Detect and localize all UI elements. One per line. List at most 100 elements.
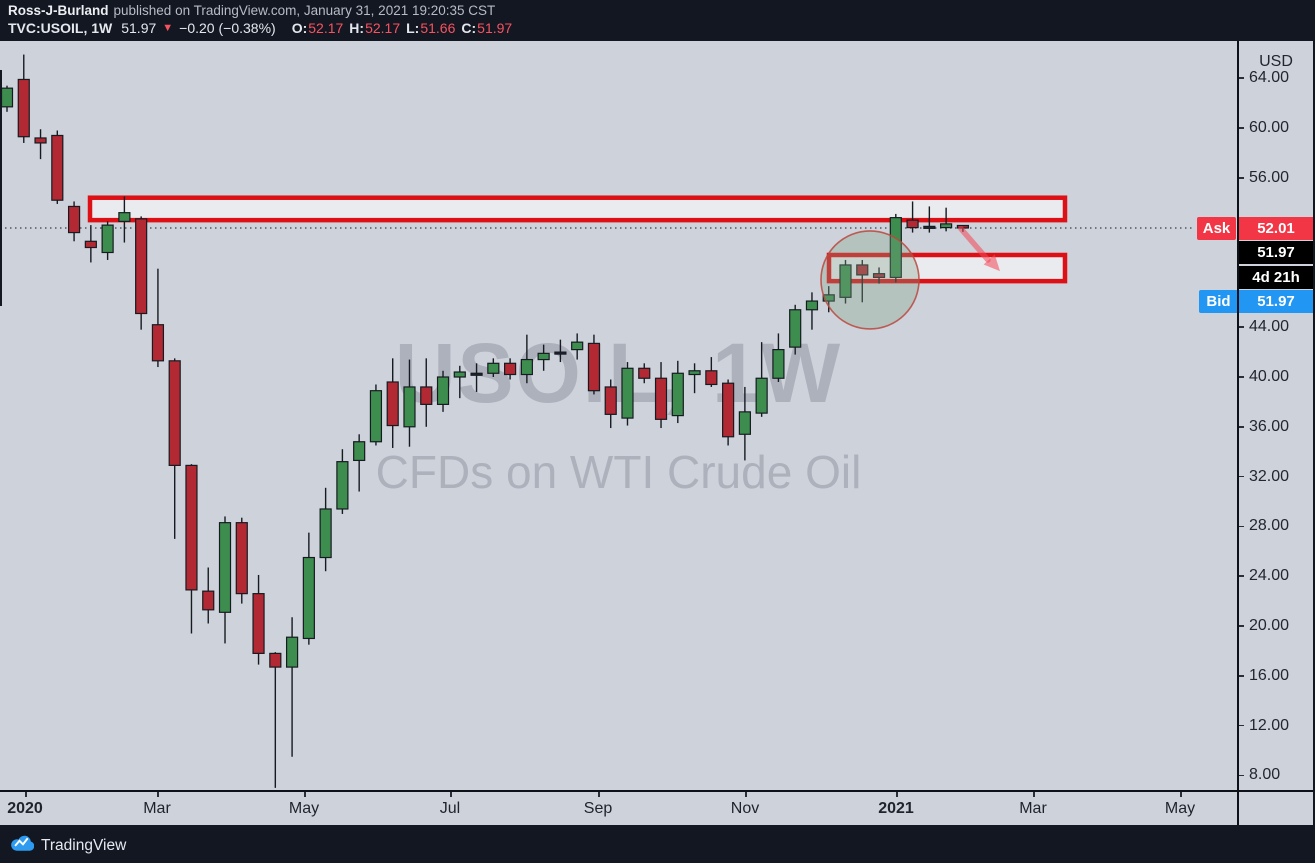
- candle-body: [889, 217, 902, 278]
- symbol-info-bar: TVC:USOIL, 1W 51.97 ▼ −0.20 (−0.38%) O: 5…: [8, 20, 512, 36]
- candle-body: [17, 78, 30, 138]
- projection-arrow-line: [958, 226, 991, 263]
- tradingview-logo-icon[interactable]: [10, 833, 35, 858]
- price-tick-value: 40.00: [1249, 368, 1290, 385]
- price-tick-value: 16.00: [1249, 666, 1290, 684]
- time-tick: [25, 792, 27, 797]
- close-value: 51.97: [477, 20, 513, 36]
- candle-body: [688, 370, 701, 376]
- candle-body: [235, 522, 248, 595]
- candle-body: [185, 464, 198, 591]
- time-tick: [598, 792, 600, 797]
- price-tick-label: 60.00: [1239, 119, 1289, 137]
- high-label: H:: [349, 20, 365, 36]
- candle-body: [671, 372, 684, 417]
- candle-body: [34, 137, 47, 144]
- time-tick: [157, 792, 159, 797]
- candle-body: [403, 386, 416, 428]
- candle-body: [168, 360, 181, 466]
- candle-body: [520, 358, 533, 376]
- time-axis-label: Sep: [583, 800, 613, 817]
- candle-body: [470, 372, 483, 376]
- candle-body: [604, 386, 617, 415]
- tradingview-brand[interactable]: TradingView: [41, 836, 127, 854]
- price-tick-value: 20.00: [1249, 617, 1290, 634]
- time-tick: [450, 792, 452, 797]
- time-tick: [896, 792, 898, 797]
- time-tick: [1033, 792, 1035, 797]
- price-tick-label: 28.00: [1239, 517, 1289, 535]
- bid-price-badge: 51.97: [1239, 289, 1313, 313]
- price-tick-dash: [1239, 774, 1244, 777]
- candle-body: [218, 522, 232, 613]
- candle-body: [638, 367, 651, 379]
- time-axis[interactable]: 2020 Mar May Jul Sep Nov 2021 Mar May: [0, 790, 1237, 827]
- clipped-candle-edge: [0, 70, 2, 306]
- price-tick-dash: [1239, 77, 1244, 79]
- price-tick-label: 12.00: [1239, 717, 1289, 735]
- candle-body: [436, 376, 450, 405]
- candle-body: [722, 382, 735, 438]
- candle-body: [805, 300, 819, 311]
- price-tick-dash: [1239, 376, 1244, 378]
- chart-pane[interactable]: USOIL, 1W CFDs on WTI Crude Oil Ask Bid: [0, 41, 1237, 790]
- price-tick-label: 36.00: [1239, 418, 1289, 436]
- candle-body: [269, 652, 282, 668]
- price-tick-label: 24.00: [1239, 567, 1289, 585]
- candle-body: [822, 294, 835, 302]
- last-price: 51.97: [121, 20, 157, 36]
- time-tick: [304, 792, 306, 797]
- highlight-circle: [820, 230, 920, 330]
- candle-body: [654, 377, 668, 420]
- time-axis-label: May: [288, 800, 320, 817]
- price-tick-dash: [1239, 127, 1244, 129]
- low-value: 51.66: [420, 20, 456, 36]
- price-tick-dash: [1239, 475, 1244, 478]
- projection-arrow-head: [983, 254, 1000, 272]
- currency-label: USD: [1259, 53, 1293, 70]
- candle-body: [487, 362, 500, 374]
- candle-body: [336, 461, 349, 510]
- candle-body: [302, 556, 315, 640]
- close-label: C:: [461, 20, 477, 36]
- candle-body: [705, 370, 718, 386]
- price-tick-value: 60.00: [1249, 119, 1290, 136]
- candle-body: [789, 309, 802, 348]
- symbol-name: TVC:USOIL, 1W: [8, 20, 113, 36]
- price-tick-dash: [1239, 525, 1244, 528]
- time-axis-label: Mar: [1019, 800, 1047, 817]
- author-name: Ross-J-Burland: [8, 3, 109, 18]
- candle-body: [738, 411, 751, 435]
- high-value: 52.17: [365, 20, 401, 36]
- price-tick-dash: [1239, 177, 1244, 179]
- candlestick-plot[interactable]: [0, 41, 1237, 790]
- price-tick-value: 36.00: [1249, 417, 1290, 435]
- header: Ross-J-Burland published on TradingView.c…: [0, 0, 1315, 41]
- ask-price-badge: 52.01: [1239, 217, 1313, 240]
- candle-body: [386, 381, 399, 427]
- candle-body: [906, 219, 919, 229]
- candle-body: [0, 87, 14, 108]
- price-tick-label: 40.00: [1239, 368, 1289, 386]
- candle-body: [84, 240, 97, 249]
- price-axis[interactable]: USD 64.0060.0056.0052.0048.0044.0040.003…: [1237, 41, 1313, 790]
- candle-body: [453, 371, 466, 378]
- footer: TradingView: [0, 825, 1315, 863]
- publish-info: Ross-J-Burland published on TradingView.c…: [8, 3, 495, 18]
- price-tick-label: 44.00: [1239, 318, 1289, 336]
- candle-body: [51, 134, 64, 201]
- price-tick-value: 32.00: [1249, 467, 1290, 485]
- candle-body: [587, 342, 601, 392]
- published-text: published on TradingView.com, January 31…: [113, 3, 496, 18]
- axis-corner: [1237, 790, 1313, 827]
- time-tick: [745, 792, 747, 797]
- low-label: L:: [406, 20, 420, 36]
- price-tick-value: 44.00: [1249, 318, 1290, 336]
- time-axis-label: Jul: [439, 800, 461, 817]
- price-tick-label: 32.00: [1239, 468, 1289, 486]
- time-axis-label: Mar: [143, 800, 171, 817]
- candle-body: [118, 212, 131, 222]
- time-tick: [1180, 792, 1182, 797]
- candle-body: [369, 390, 383, 443]
- candle-body: [554, 351, 567, 355]
